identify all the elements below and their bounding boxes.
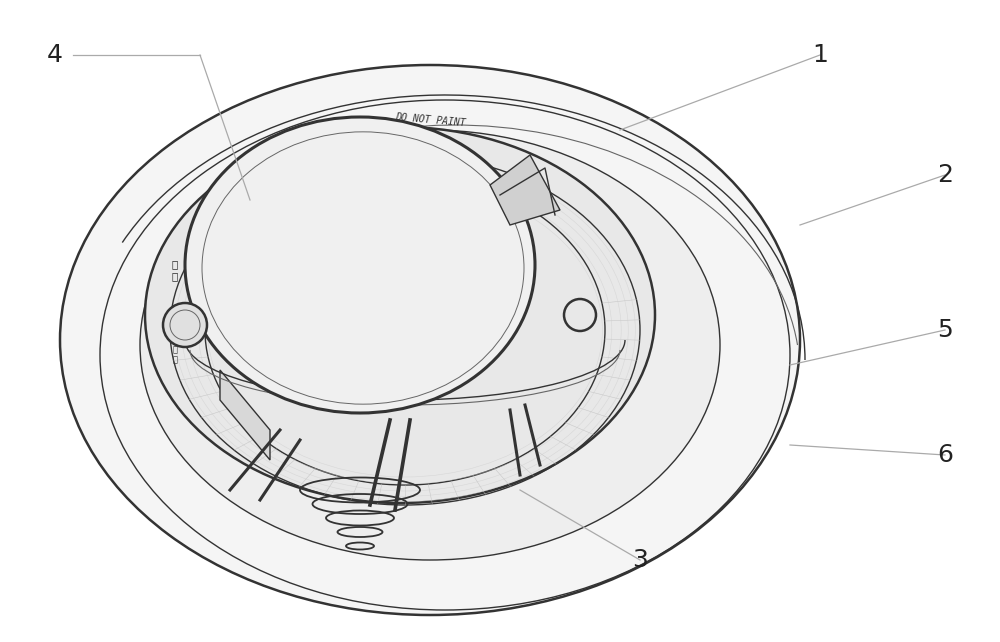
Polygon shape	[220, 370, 270, 460]
Text: 5: 5	[937, 318, 953, 342]
Text: 6: 6	[937, 443, 953, 467]
Text: 4: 4	[47, 43, 63, 67]
Ellipse shape	[145, 127, 655, 503]
Ellipse shape	[60, 65, 800, 615]
Text: 测
试: 测 试	[173, 345, 178, 365]
Text: 3: 3	[632, 548, 648, 572]
Circle shape	[163, 303, 207, 347]
Text: 2: 2	[937, 163, 953, 187]
Ellipse shape	[140, 130, 720, 560]
Text: 警
报: 警 报	[172, 259, 178, 281]
Ellipse shape	[185, 117, 535, 413]
Text: 1: 1	[812, 43, 828, 67]
Polygon shape	[490, 155, 560, 225]
Text: DO NOT PAINT: DO NOT PAINT	[394, 112, 466, 128]
